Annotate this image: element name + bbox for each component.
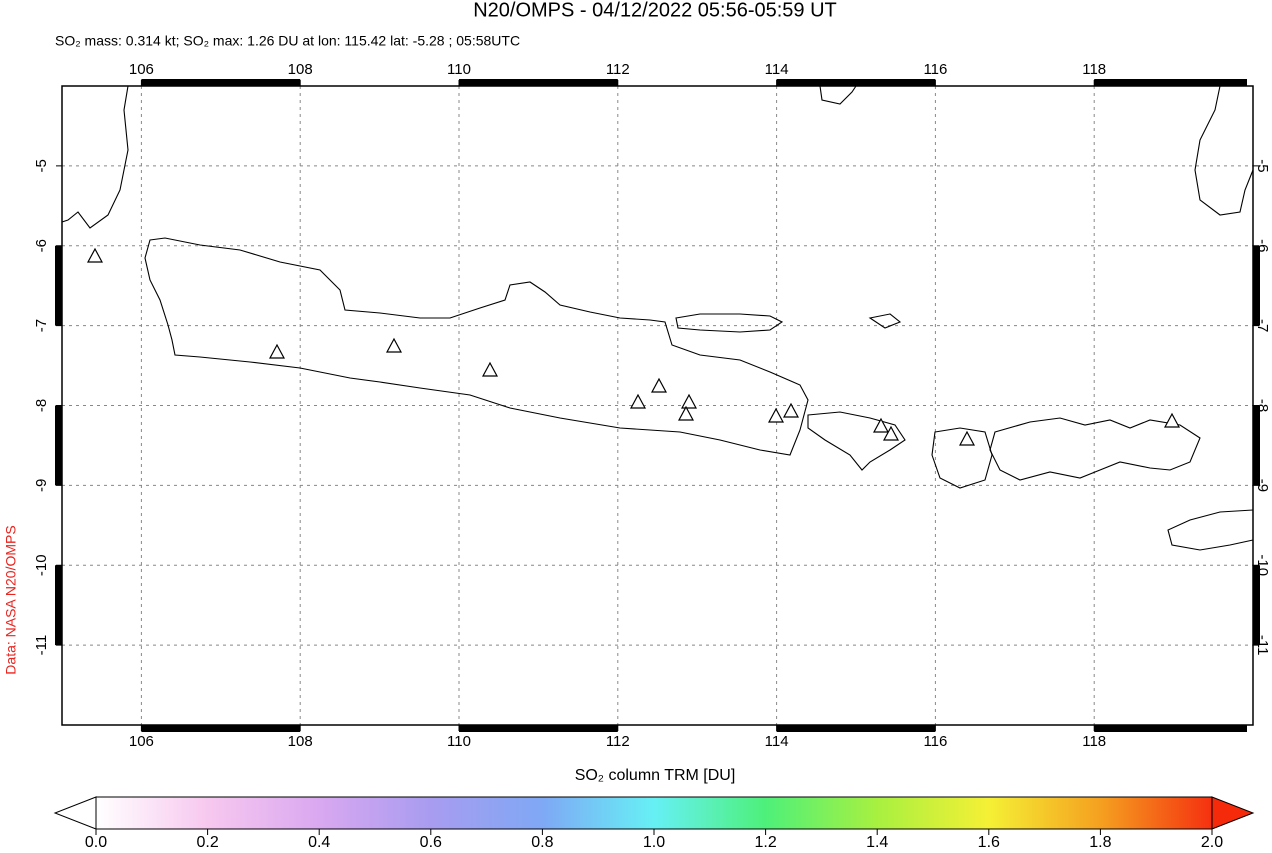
- y-tick-label: -8: [1254, 399, 1271, 412]
- colorbar-tick-label: 1.4: [866, 834, 888, 851]
- colorbar-extend-high: [1211, 796, 1255, 830]
- colorbar-tick-label: 1.2: [754, 834, 776, 851]
- y-tick-label: -10: [1254, 554, 1271, 576]
- frame-scale: [55, 79, 1260, 732]
- frame-bar: [459, 79, 618, 86]
- x-tick-label: 112: [606, 61, 630, 78]
- frame-bar: [776, 79, 936, 86]
- frame-bar: [776, 725, 936, 732]
- colorbar-tick-label: 1.8: [1089, 834, 1111, 851]
- y-tick-label: -11: [33, 635, 50, 656]
- frame-bar: [55, 565, 62, 646]
- frame-bar: [1253, 405, 1260, 486]
- y-tick-label: -10: [33, 554, 50, 576]
- frame-bar: [459, 725, 618, 732]
- title: N20/OMPS - 04/12/2022 05:56-05:59 UT: [473, 0, 837, 21]
- y-tick-label: -9: [33, 479, 50, 492]
- y-tick-label: -7: [33, 319, 50, 332]
- coast-borneo: [819, 85, 857, 105]
- y-tick-label: -7: [1254, 319, 1271, 332]
- colorbar: 0.0 0.2 0.4 0.6 0.8 1.0 1.2 1.4 1.6 1.8 2.0: [53, 796, 1255, 851]
- x-tick-label: 108: [288, 733, 313, 750]
- y-tick-label: -6: [33, 239, 50, 252]
- coast-madura: [675, 313, 784, 333]
- coast-sulawesi: [1194, 85, 1254, 216]
- colorbar-tick-label: 2.0: [1201, 834, 1223, 851]
- coast-sumatra: [61, 85, 129, 229]
- x-tick-label: 116: [923, 733, 947, 750]
- x-tick-label: 118: [1082, 61, 1106, 78]
- frame-bar: [1253, 245, 1260, 326]
- x-tick-label: 106: [129, 733, 154, 750]
- x-tick-label: 116: [923, 61, 947, 78]
- subtitle: SO₂ mass: 0.314 kt; SO₂ max: 1.26 DU at …: [55, 33, 520, 49]
- coast-sumbawa: [989, 417, 1201, 481]
- colorbar-tick-label: 1.6: [978, 834, 1000, 851]
- coast-flores: [1167, 509, 1254, 551]
- axis-labels: 106 106 108 108 110 110 112 112 114 114 116 116 118 1…: [33, 61, 1271, 750]
- y-tick-label: -11: [1254, 635, 1271, 656]
- x-tick-label: 112: [606, 733, 630, 750]
- colorbar-tick-label: 0.4: [308, 834, 330, 851]
- coast-java: [144, 237, 809, 456]
- frame-bar: [1094, 79, 1247, 86]
- credit: Data: NASA N20/OMPS: [3, 525, 19, 674]
- colorbar-extend-low: [53, 796, 97, 830]
- frame-bar: [1253, 565, 1260, 646]
- frame-bar: [55, 405, 62, 486]
- frame-bar: [141, 79, 301, 86]
- coast-bali: [807, 411, 906, 471]
- y-tick-label: -5: [1254, 159, 1271, 172]
- colorbar-tick-label: 0.0: [85, 834, 107, 851]
- x-tick-label: 108: [288, 61, 313, 78]
- y-tick-label: -9: [1254, 479, 1271, 492]
- coastlines: [61, 85, 1254, 551]
- grid: [62, 86, 1253, 725]
- x-tick-label: 106: [129, 61, 154, 78]
- x-tick-label: 110: [447, 61, 471, 78]
- colorbar-label: SO₂ column TRM [DU]: [575, 767, 736, 784]
- y-tick-label: -6: [1254, 239, 1271, 252]
- frame-bar: [141, 725, 301, 732]
- x-tick-label: 110: [447, 733, 471, 750]
- colorbar-bar: [95, 796, 1213, 830]
- colorbar-tick-label: 0.2: [196, 834, 218, 851]
- frame-bar: [1094, 725, 1247, 732]
- frame-bar: [55, 245, 62, 326]
- colorbar-tick-label: 0.6: [420, 834, 442, 851]
- x-tick-label: 114: [765, 733, 789, 750]
- coast-bawean: [868, 313, 902, 329]
- y-tick-label: -8: [33, 399, 50, 412]
- x-tick-label: 118: [1082, 733, 1106, 750]
- colorbar-tick-label: 0.8: [531, 834, 553, 851]
- coast-lombok: [931, 427, 993, 489]
- colorbar-tick-label: 1.0: [643, 834, 665, 851]
- x-tick-label: 114: [765, 61, 789, 78]
- y-tick-label: -5: [33, 159, 50, 172]
